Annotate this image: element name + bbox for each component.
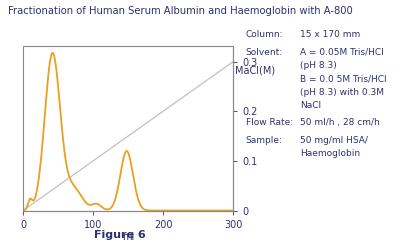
Text: (pH 8.3): (pH 8.3) <box>300 61 337 70</box>
Text: Flow Rate:: Flow Rate: <box>246 118 293 127</box>
Text: MaCl(M): MaCl(M) <box>235 66 276 76</box>
Text: Sample:: Sample: <box>246 136 283 145</box>
Text: B = 0.0 5M Tris/HCl: B = 0.0 5M Tris/HCl <box>300 74 387 83</box>
Text: NaCl: NaCl <box>300 101 321 110</box>
Text: Fractionation of Human Serum Albumin and Haemoglobin with A-800: Fractionation of Human Serum Albumin and… <box>8 6 353 16</box>
Text: A = 0.05M Tris/HCl: A = 0.05M Tris/HCl <box>300 48 384 57</box>
Text: 50 ml/h , 28 cm/h: 50 ml/h , 28 cm/h <box>300 118 380 127</box>
Text: 50 mg/ml HSA/: 50 mg/ml HSA/ <box>300 136 368 145</box>
Text: Figure 6: Figure 6 <box>94 230 146 240</box>
X-axis label: ml: ml <box>122 232 134 242</box>
Text: Haemoglobin: Haemoglobin <box>300 149 360 158</box>
Text: Solvent:: Solvent: <box>246 48 283 57</box>
Text: (pH 8.3) with 0.3M: (pH 8.3) with 0.3M <box>300 88 384 97</box>
Text: 15 x 170 mm: 15 x 170 mm <box>300 30 360 39</box>
Text: Column:: Column: <box>246 30 283 39</box>
